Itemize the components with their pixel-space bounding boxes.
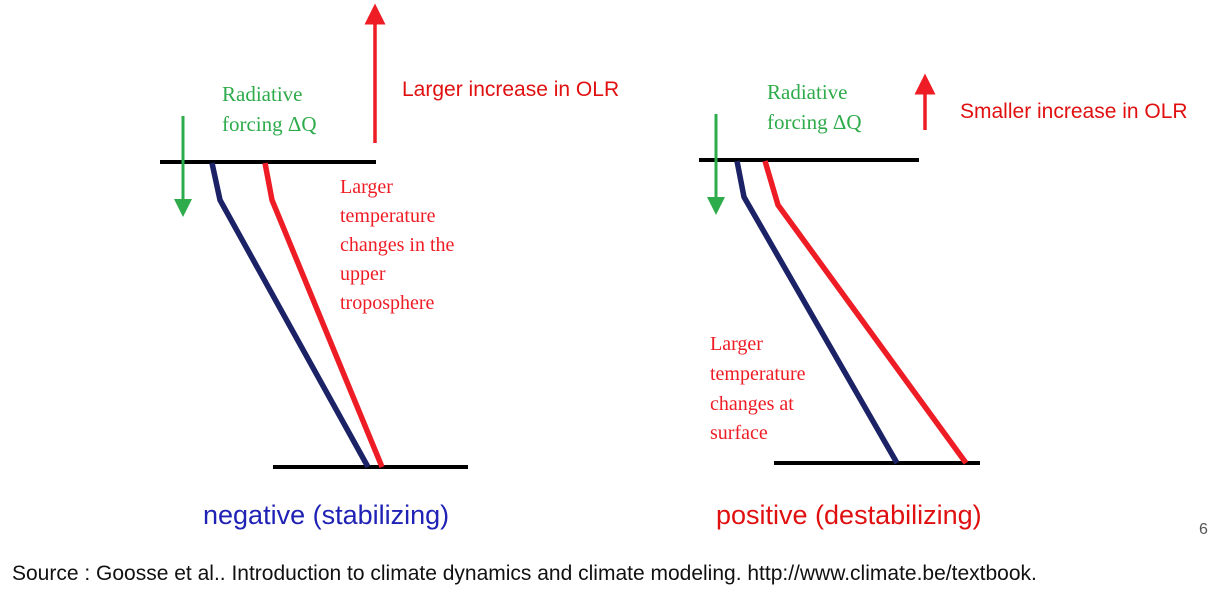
positive-caption: positive (destabilizing) xyxy=(716,500,982,530)
right-olr-label: Smaller increase in OLR xyxy=(960,100,1188,123)
left-panel: Radiative forcing ΔQ Larger increase in … xyxy=(160,3,619,469)
left-temp-label: Larger temperature changes in the upper … xyxy=(340,176,459,314)
right-forcing-label: Radiative forcing ΔQ xyxy=(767,80,862,134)
right-panel: Radiative forcing ΔQ Smaller increase in… xyxy=(699,73,1188,465)
left-olr-label: Larger increase in OLR xyxy=(402,78,619,101)
right-temp-label: Larger temperature changes at surface xyxy=(710,333,811,444)
left-red-profile xyxy=(262,162,385,469)
source-citation: Source : Goosse et al.. Introduction to … xyxy=(12,562,1037,585)
left-blue-profile xyxy=(209,162,371,469)
right-blue-profile xyxy=(734,160,900,465)
left-forcing-label: Radiative forcing ΔQ xyxy=(222,82,317,136)
page-number: 6 xyxy=(1199,521,1208,538)
negative-caption: negative (stabilizing) xyxy=(203,500,450,530)
right-red-profile xyxy=(762,160,969,465)
